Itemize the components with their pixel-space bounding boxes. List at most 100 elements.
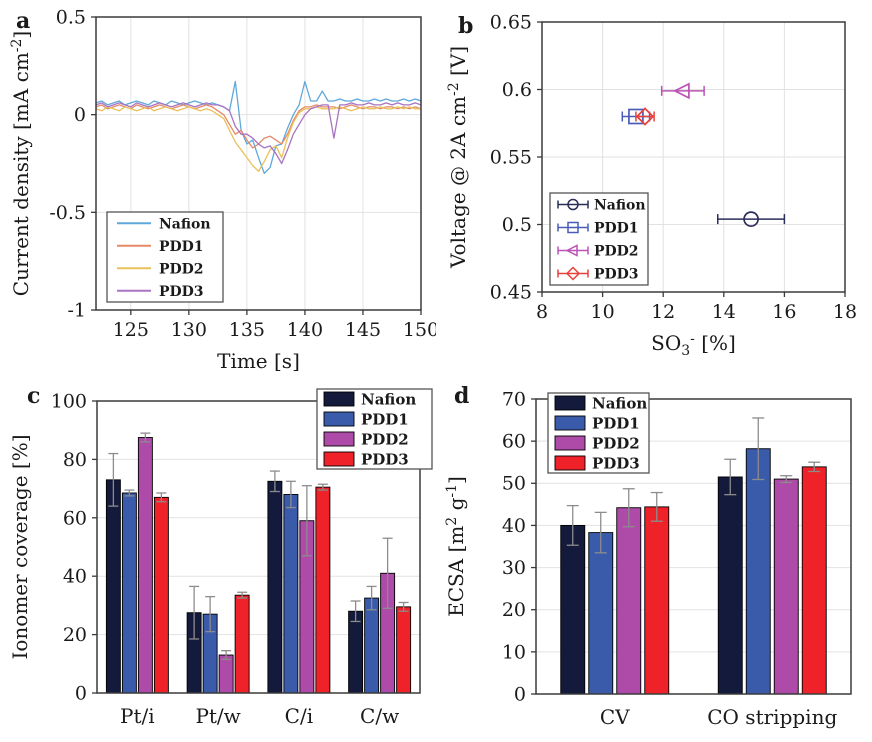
bar-series-PDD2 — [137, 432, 396, 694]
y-tick-label: 100 — [51, 390, 87, 412]
series-PDD2 — [96, 106, 421, 172]
y-tick-label: 30 — [502, 557, 526, 579]
bar — [644, 506, 670, 695]
bar — [616, 507, 642, 695]
legend-label: Nafion — [592, 394, 647, 412]
y-tick-label: 20 — [63, 624, 87, 646]
legend-label: Nafion — [361, 390, 416, 408]
x-category-label: CV — [600, 705, 630, 729]
point-PDD2 — [660, 82, 705, 100]
y-tick-label: 0.55 — [490, 146, 532, 168]
series-PDD1 — [96, 104, 421, 149]
bar — [773, 478, 799, 695]
point-Nafion — [716, 211, 786, 227]
circle-marker — [743, 211, 759, 227]
diamond-marker — [565, 266, 581, 281]
legend-label: PDD2 — [361, 430, 409, 448]
x-tick-label: 145 — [345, 319, 381, 341]
panel-b-frame: 8 10 12 14 16 18 0.45 0.5 0.55 0.6 0.65 SO3- [%] Vol… — [446, 11, 857, 358]
y-axis-label: Voltage @ 2A cm-2 [V] — [446, 46, 470, 269]
y-tick-label: 0.45 — [490, 281, 532, 303]
x-tick-label: 10 — [591, 301, 615, 323]
y-tick-label: 0.65 — [490, 11, 532, 33]
bar-series-Nafion — [105, 452, 364, 694]
bar — [560, 524, 586, 695]
x-tick-label: 150 — [403, 319, 436, 341]
legend-label: PDD1 — [592, 414, 640, 432]
legend-label: PDD1 — [361, 410, 409, 428]
y-axis-label: Ionomer coverage [%] — [8, 434, 32, 659]
panel-a-frame: 125 130 135 140 145 150 -1 -0.5 0 0.5 Time [s] Curr… — [9, 6, 436, 371]
series-Nafion — [96, 80, 421, 174]
panel-b-points — [621, 82, 786, 227]
y-tick-label: 0 — [75, 682, 87, 704]
legend-label: PDD3 — [592, 454, 640, 472]
legend-label: PDD3 — [594, 267, 639, 283]
bar — [315, 486, 331, 694]
y-tick-label: 0 — [74, 104, 86, 126]
x-tick-label: 125 — [113, 319, 149, 341]
panel-c-legend: Nafion PDD1 PDD2 PDD3 — [316, 388, 433, 470]
x-tick-label: 130 — [171, 319, 207, 341]
y-tick-label: 0.5 — [56, 6, 86, 28]
y-tick-label: 0.6 — [502, 79, 532, 101]
square-marker — [567, 221, 579, 234]
y-tick-label: -1 — [67, 299, 86, 321]
legend-label: PDD1 — [594, 221, 639, 237]
legend-label: PDD3 — [159, 284, 204, 300]
panel-b-axes — [542, 22, 845, 292]
legend-label: PDD2 — [594, 244, 639, 260]
bar — [588, 532, 614, 695]
legend-label: Nafion — [594, 198, 646, 214]
bar — [745, 448, 771, 695]
legend-label: PDD3 — [361, 450, 409, 468]
panel-d-legend: Nafion PDD1 PDD2 PDD3 — [547, 392, 650, 474]
y-tick-label: 20 — [502, 599, 526, 621]
bar — [348, 610, 364, 694]
bar — [801, 466, 827, 695]
triangle-left-marker — [672, 82, 690, 100]
x-tick-label: 135 — [229, 319, 265, 341]
diamond-marker — [635, 107, 655, 126]
legend-label: PDD2 — [592, 434, 640, 452]
bar — [218, 654, 234, 694]
legend-label: PDD2 — [159, 261, 204, 277]
panel-c-chart: Pt/i Pt/w C/i C/w 0 20 40 60 80 100 Ionomer covera… — [8, 383, 433, 728]
panel-c-bars — [105, 432, 412, 694]
y-axis-label: ECSA [m2 g-1] — [444, 476, 468, 617]
legend-label: Nafion — [159, 216, 211, 232]
bar-series-PDD1 — [588, 417, 771, 695]
bar-series-PDD1 — [121, 480, 380, 694]
x-category-label: CO stripping — [707, 705, 837, 729]
panel-d-chart: CV CO stripping 0 10 20 30 40 50 60 70 ECSA [m2 g-… — [444, 383, 852, 729]
y-tick-label: 60 — [502, 431, 526, 453]
panel-b-legend: Nafion PDD1 PDD2 PDD3 — [549, 192, 649, 286]
y-tick-label: 40 — [502, 515, 526, 537]
panel-letter: c — [27, 383, 40, 409]
panel-letter: a — [16, 8, 30, 34]
circle-marker — [567, 198, 579, 211]
panel-letter: b — [458, 13, 473, 39]
y-axis-label: Current density [mA cm-2] — [9, 31, 33, 296]
y-tick-label: 60 — [63, 507, 87, 529]
x-tick-label: 140 — [287, 319, 323, 341]
y-tick-label: -0.5 — [49, 202, 86, 224]
y-tick-label: 0.5 — [502, 214, 532, 236]
y-tick-label: 40 — [63, 566, 87, 588]
x-category-label: C/i — [285, 704, 313, 728]
series-PDD3 — [96, 102, 421, 165]
x-category-label: C/w — [360, 704, 399, 728]
y-tick-label: 10 — [502, 641, 526, 663]
bar-series-PDD2 — [616, 475, 799, 695]
x-tick-label: 8 — [536, 301, 548, 323]
bar — [105, 479, 121, 694]
x-tick-label: 18 — [833, 301, 857, 323]
bar — [364, 597, 380, 694]
x-tick-label: 16 — [772, 301, 796, 323]
panel-letter: d — [454, 383, 469, 409]
panel-d-frame: CV CO stripping 0 10 20 30 40 50 60 70 ECSA [m2 g-… — [444, 383, 852, 729]
x-category-label: Pt/w — [195, 704, 240, 728]
legend-label: PDD1 — [159, 239, 204, 255]
bar — [396, 606, 412, 694]
